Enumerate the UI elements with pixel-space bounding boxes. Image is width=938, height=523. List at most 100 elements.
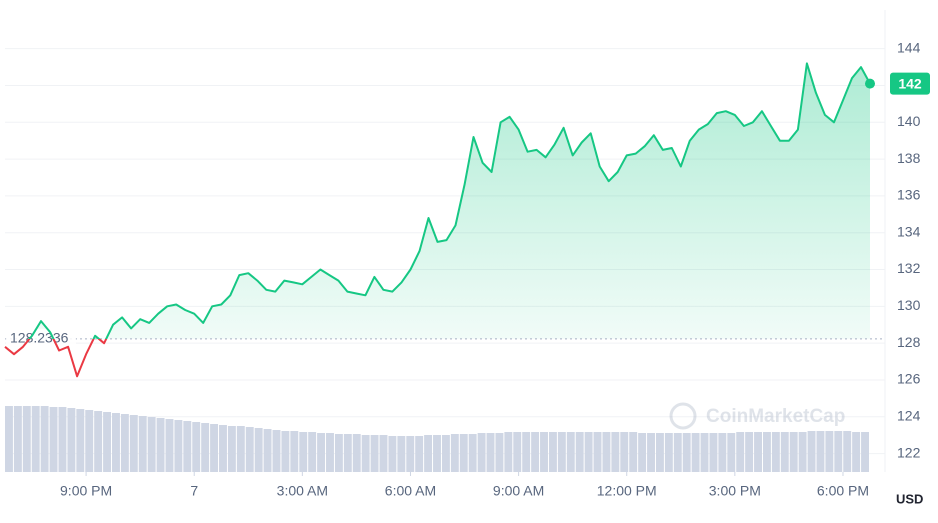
y-tick-label: 124 xyxy=(897,407,921,423)
volume-bar xyxy=(254,428,263,472)
volume-bar xyxy=(415,436,424,472)
x-tick-label: 6:00 PM xyxy=(817,483,869,499)
y-tick-label: 130 xyxy=(897,297,921,313)
volume-bar xyxy=(709,433,718,472)
volume-bar xyxy=(754,432,762,472)
volume-bar xyxy=(281,431,290,472)
volume-bar xyxy=(85,410,94,472)
volume-bar xyxy=(557,432,566,472)
y-tick-label: 128 xyxy=(897,334,921,350)
volume-bar xyxy=(825,431,834,472)
volume-bar xyxy=(629,432,638,472)
volume-bar xyxy=(326,433,334,472)
volume-bar xyxy=(459,434,468,472)
volume-bar xyxy=(361,435,370,472)
y-tick-label: 132 xyxy=(897,260,921,276)
volume-bar xyxy=(700,433,709,472)
volume-bar xyxy=(94,411,103,472)
volume-bar xyxy=(540,432,548,472)
volume-bar xyxy=(147,417,156,472)
volume-bar xyxy=(76,409,85,472)
volume-bar xyxy=(798,432,807,472)
volume-bar xyxy=(718,433,727,472)
y-tick-label: 138 xyxy=(897,150,921,166)
volume-bar xyxy=(611,432,620,472)
volume-bar xyxy=(780,432,789,472)
watermark-logo xyxy=(669,402,697,430)
volume-bar xyxy=(789,432,798,472)
baseline-label: 128.2336 xyxy=(10,330,69,346)
volume-bar xyxy=(290,431,299,472)
volume-bar xyxy=(352,434,361,472)
x-tick-label: 7 xyxy=(190,483,198,499)
volume-bar xyxy=(531,432,540,472)
volume-bar xyxy=(575,432,584,472)
volume-bar xyxy=(548,432,557,472)
volume-bar xyxy=(263,429,272,472)
volume-bar xyxy=(424,435,433,472)
volume-bar xyxy=(664,433,673,472)
volume-bar xyxy=(22,406,31,472)
volume-bar xyxy=(236,426,245,472)
volume-bar xyxy=(843,431,852,472)
volume-bar xyxy=(807,431,816,472)
x-tick-label: 12:00 PM xyxy=(597,483,657,499)
volume-bar xyxy=(299,432,308,472)
volume-bar xyxy=(334,434,343,472)
y-tick-label: 126 xyxy=(897,371,921,387)
price-area xyxy=(29,63,870,339)
volume-bar xyxy=(317,433,326,472)
volume-bar xyxy=(219,425,227,472)
y-tick-label: 144 xyxy=(897,39,921,55)
price-line xyxy=(4,62,871,378)
volume-bar xyxy=(308,432,317,472)
volume-bar xyxy=(174,420,183,472)
volume-bar xyxy=(486,433,495,472)
y-unit: USD xyxy=(896,491,923,506)
volume-bar xyxy=(861,432,869,472)
volume-bar xyxy=(745,432,754,472)
y-tick-label: 122 xyxy=(897,444,921,460)
baseline-label-bg xyxy=(6,328,76,347)
volume-bar xyxy=(343,434,352,472)
volume-bar xyxy=(13,406,22,472)
current-price-badge xyxy=(890,72,930,95)
volume-bar xyxy=(49,407,58,472)
volume-bar xyxy=(370,435,379,472)
y-tick-label: 136 xyxy=(897,187,921,203)
volume-bar xyxy=(192,422,201,472)
volume-bar xyxy=(584,432,593,472)
volume-bar xyxy=(647,433,655,472)
volume-bar xyxy=(495,433,504,472)
volume-bar xyxy=(245,427,254,472)
volume-bar xyxy=(397,436,406,472)
volume-bar xyxy=(566,432,575,472)
volume-bar xyxy=(388,436,397,472)
volume-bar xyxy=(450,434,459,472)
volume-bar xyxy=(103,412,112,472)
volume-bar xyxy=(406,436,415,472)
volume-bar xyxy=(58,407,67,472)
watermark-text: CoinMarketCap xyxy=(706,406,845,427)
volume-bar xyxy=(593,432,602,472)
volume-bar xyxy=(691,433,700,472)
volume-bar xyxy=(620,432,629,472)
x-tick-label: 3:00 AM xyxy=(277,483,328,499)
volume-bar xyxy=(120,414,129,472)
volume-bar xyxy=(129,415,138,472)
volume-bar xyxy=(468,434,477,472)
volume-bar xyxy=(673,433,682,472)
volume-bar xyxy=(441,435,450,472)
x-tick-label: 9:00 AM xyxy=(493,483,544,499)
volume-bar xyxy=(156,418,165,472)
volume-bar xyxy=(522,432,531,472)
x-tick-label: 9:00 PM xyxy=(60,483,112,499)
volume-bar xyxy=(272,430,281,472)
volume-bar xyxy=(5,406,13,472)
y-tick-label: 140 xyxy=(897,113,921,129)
watermark: CoinMarketCap xyxy=(669,402,845,430)
volume-bar xyxy=(638,433,647,472)
volume-bar xyxy=(852,432,861,472)
volume-bar xyxy=(834,431,843,472)
